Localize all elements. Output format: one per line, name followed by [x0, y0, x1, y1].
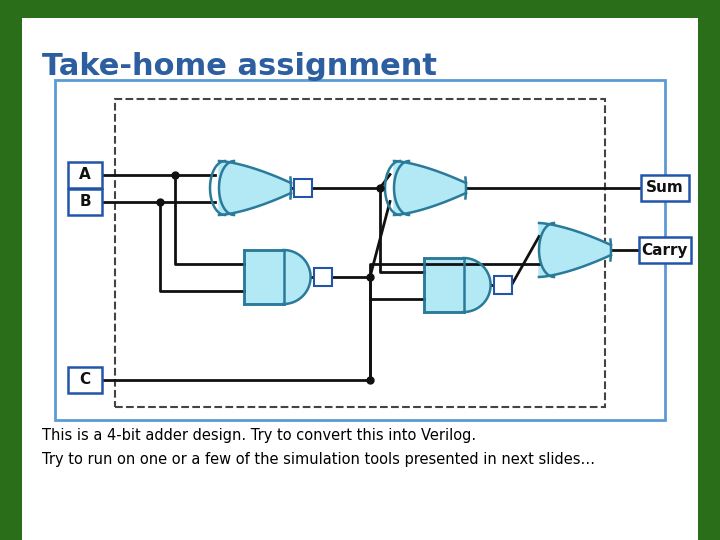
- Bar: [68, 161, 102, 187]
- Bar: [115, 99, 605, 407]
- Text: Carry: Carry: [642, 242, 688, 258]
- Bar: [494, 276, 512, 294]
- Text: Try to run on one or a few of the simulation tools presented in next slides…: Try to run on one or a few of the simula…: [42, 452, 595, 467]
- Bar: [294, 179, 312, 197]
- Bar: [424, 258, 464, 312]
- Polygon shape: [284, 250, 310, 304]
- Bar: [698, 0, 720, 540]
- Bar: [55, 80, 665, 420]
- Bar: [639, 237, 691, 263]
- Text: C: C: [79, 373, 91, 388]
- Text: Sum: Sum: [646, 180, 684, 195]
- Bar: [641, 175, 689, 201]
- Bar: [68, 367, 102, 393]
- Text: A: A: [79, 167, 91, 182]
- Polygon shape: [219, 161, 291, 215]
- Polygon shape: [464, 258, 490, 312]
- Text: Take-home assignment: Take-home assignment: [42, 52, 437, 81]
- Text: This is a 4-bit adder design. Try to convert this into Verilog.: This is a 4-bit adder design. Try to con…: [42, 428, 476, 443]
- Bar: [0, 0, 22, 540]
- Polygon shape: [539, 223, 611, 277]
- Text: B: B: [79, 194, 91, 209]
- Bar: [0, 0, 720, 18]
- Bar: [68, 188, 102, 214]
- Polygon shape: [394, 161, 466, 215]
- Bar: [244, 250, 284, 304]
- Bar: [314, 268, 332, 286]
